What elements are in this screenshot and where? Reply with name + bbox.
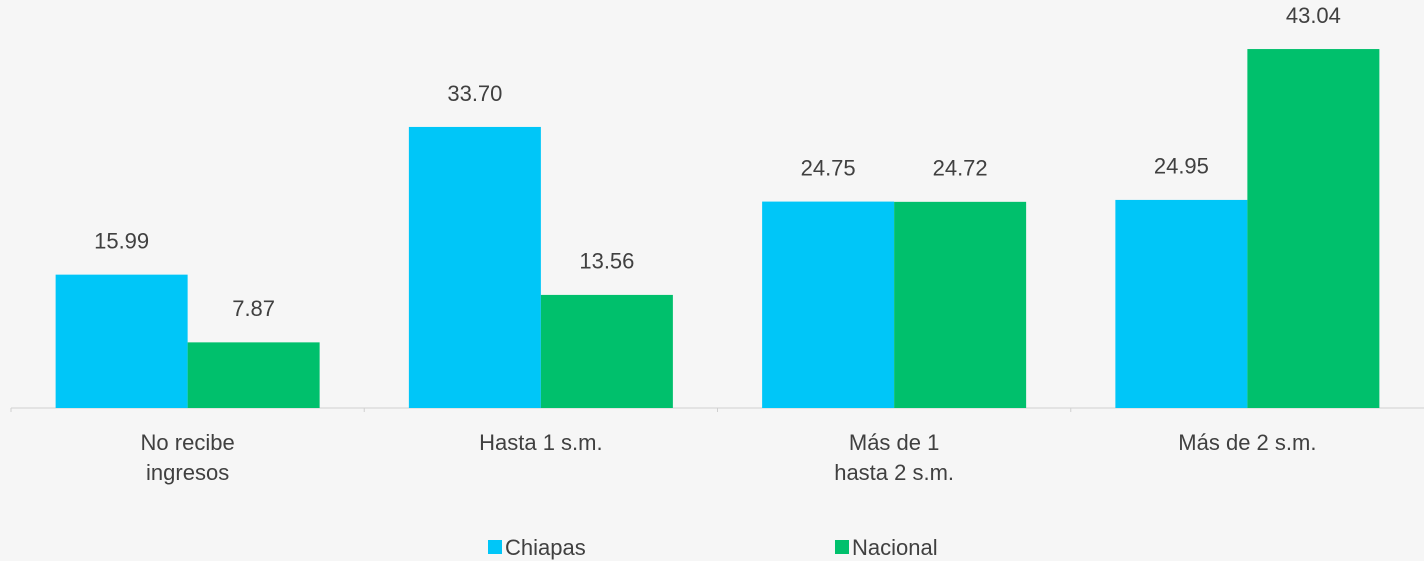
value-label: 24.95 xyxy=(1154,154,1209,179)
bar xyxy=(1115,199,1248,408)
x-tick-label: No recibe xyxy=(141,430,235,455)
value-label: 13.56 xyxy=(579,249,634,274)
x-tick-label: Hasta 1 s.m. xyxy=(479,430,602,455)
x-tick-label: hasta 2 s.m. xyxy=(834,460,954,485)
bar xyxy=(762,201,895,408)
legend-label: Chiapas xyxy=(505,535,586,560)
bar xyxy=(1247,49,1380,409)
value-label: 24.72 xyxy=(933,156,988,181)
bar xyxy=(55,274,188,408)
x-tick-label: Más de 2 s.m. xyxy=(1178,430,1316,455)
value-label: 43.04 xyxy=(1286,3,1341,28)
value-label: 24.75 xyxy=(801,155,856,180)
legend-label: Nacional xyxy=(852,535,938,560)
x-tick-label: ingresos xyxy=(146,460,229,485)
value-label: 7.87 xyxy=(232,296,275,321)
bar xyxy=(187,342,320,408)
value-label: 15.99 xyxy=(94,228,149,253)
value-label: 33.70 xyxy=(447,81,502,106)
bar xyxy=(894,201,1027,408)
bar xyxy=(408,126,541,408)
x-tick-label: Más de 1 xyxy=(849,430,940,455)
legend-swatch xyxy=(835,540,849,554)
legend-swatch xyxy=(488,540,502,554)
bar xyxy=(540,294,673,408)
